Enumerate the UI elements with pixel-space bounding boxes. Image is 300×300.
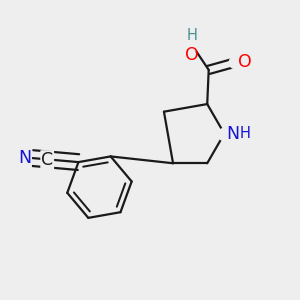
Text: O: O (185, 46, 199, 64)
Text: N: N (18, 149, 31, 167)
Text: H: H (187, 28, 198, 43)
Text: H: H (240, 126, 250, 141)
Text: N: N (227, 125, 240, 143)
Text: C: C (41, 151, 53, 169)
Text: O: O (238, 53, 252, 71)
